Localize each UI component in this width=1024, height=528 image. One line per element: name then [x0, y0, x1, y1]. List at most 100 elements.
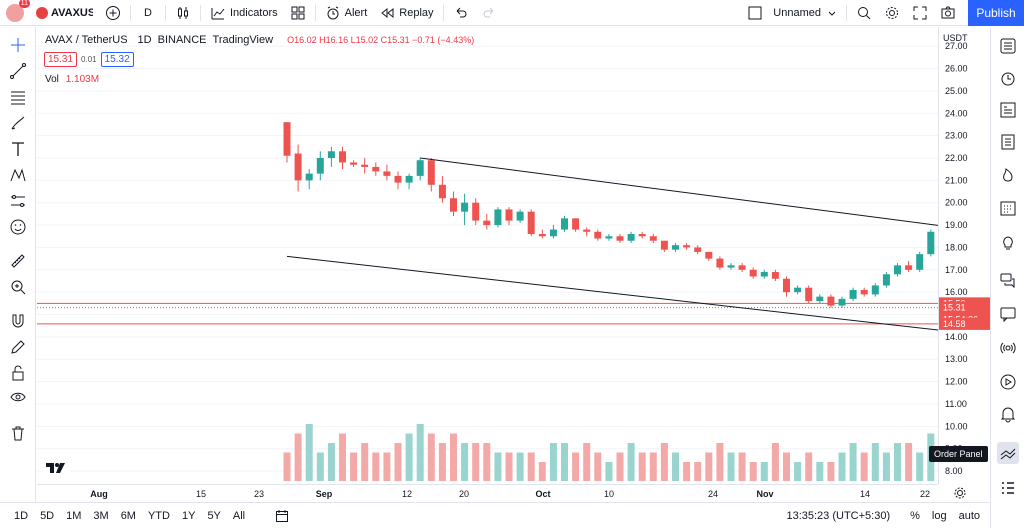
chart-pane[interactable]	[37, 27, 1024, 484]
drawing-mode-tool[interactable]	[7, 336, 29, 358]
messages-button[interactable]	[997, 303, 1019, 325]
chats-button[interactable]	[997, 269, 1019, 291]
user-avatar[interactable]: 11	[6, 0, 30, 22]
range-button-ytd[interactable]: YTD	[147, 509, 170, 522]
replay-button[interactable]: Replay	[373, 0, 439, 26]
data-window-button[interactable]	[997, 99, 1019, 121]
undo-button[interactable]	[447, 0, 475, 26]
scale-settings-button[interactable]	[952, 485, 970, 501]
range-button-6m[interactable]: 6M	[120, 509, 136, 522]
streams-button[interactable]	[997, 337, 1019, 359]
search-button[interactable]	[850, 0, 878, 26]
trendline-tool[interactable]	[7, 60, 29, 82]
snapshot-button[interactable]	[934, 0, 962, 26]
range-button-1d[interactable]: 1D	[14, 509, 29, 522]
price-tick-label: 24.00	[945, 108, 968, 118]
buy-price-button[interactable]: 15.32	[100, 52, 134, 67]
redo-button[interactable]	[475, 0, 503, 26]
trading-panel-icon	[1000, 448, 1016, 460]
object-tree-button[interactable]	[997, 477, 1019, 499]
volume-bar	[838, 452, 846, 481]
fire-icon	[1003, 168, 1013, 182]
volume-bar	[660, 443, 668, 481]
sell-price-button[interactable]: 15.31	[44, 52, 78, 67]
notifications-button[interactable]	[997, 403, 1019, 425]
time-scale[interactable]: Aug 15 23 Sep 12 20 Oct 10 24 Nov 14 22	[37, 484, 938, 502]
fullscreen-button[interactable]	[906, 0, 934, 26]
indicators-button[interactable]: Indicators	[204, 0, 284, 26]
log-toggle[interactable]: log	[931, 509, 947, 522]
brush-tool[interactable]	[7, 112, 29, 134]
measure-tool[interactable]	[7, 250, 29, 272]
candle-body	[505, 209, 513, 221]
candle-body	[350, 162, 358, 165]
volume-bar	[461, 443, 469, 481]
auto-toggle[interactable]: auto	[958, 509, 980, 522]
alerts-button[interactable]	[997, 67, 1019, 89]
magnet-tool[interactable]	[7, 310, 29, 332]
clock-timezone[interactable]: 13:35:23 (UTC+5:30)	[786, 509, 891, 522]
settings-button[interactable]	[878, 0, 906, 26]
candlestick-chart[interactable]	[37, 27, 1024, 484]
hotlist-fire-button[interactable]	[997, 163, 1019, 185]
candle-body	[927, 231, 935, 255]
remove-tool[interactable]	[7, 422, 29, 444]
date-range-group: 1D 5D 1M 3M 6M YTD 1Y 5Y All	[8, 510, 251, 522]
ideas-button[interactable]	[997, 231, 1019, 253]
candle-body	[294, 153, 302, 181]
pattern-tool[interactable]	[7, 164, 29, 186]
hotlists-button[interactable]	[997, 131, 1019, 153]
candle-body	[849, 289, 857, 299]
price-scale[interactable]: USDT 27.00 26.00 25.00 24.00 23.00 22.00 21.00 2…	[938, 27, 991, 484]
layout-menu[interactable]: Unnamed	[741, 0, 843, 26]
volume-bar	[383, 452, 391, 481]
time-scale-svg: Aug 15 23 Sep 12 20 Oct 10 24 Nov 14 22	[90, 489, 930, 499]
volume-bar	[616, 452, 624, 481]
candle-body	[305, 173, 313, 181]
prediction-tool[interactable]	[7, 190, 29, 212]
range-button-1y[interactable]: 1Y	[181, 509, 196, 522]
time-tick-label: 10	[604, 489, 614, 499]
goto-date-button[interactable]	[275, 509, 289, 523]
price-tick-label: 10.00	[945, 421, 968, 431]
range-button-5d[interactable]: 5D	[40, 509, 55, 522]
lock-tool[interactable]	[7, 362, 29, 384]
brush-icon	[11, 116, 25, 130]
order-panel-button[interactable]	[997, 442, 1019, 464]
watchlist-button[interactable]	[997, 35, 1019, 57]
candle-body	[383, 171, 391, 176]
range-button-3m[interactable]: 3M	[93, 509, 109, 522]
chart-type-button[interactable]	[169, 0, 197, 26]
live-button[interactable]	[997, 371, 1019, 393]
alert-button[interactable]: Alert	[319, 0, 374, 26]
price-tick-label: 26.00	[945, 64, 968, 74]
search-icon	[858, 6, 871, 19]
templates-button[interactable]	[284, 0, 312, 26]
compare-button[interactable]	[99, 0, 127, 26]
candle-body	[605, 236, 613, 239]
range-button-5y[interactable]: 5Y	[207, 509, 221, 522]
calendar-button[interactable]	[997, 197, 1019, 219]
publish-button[interactable]: Publish	[968, 0, 1024, 26]
time-tick-label: Sep	[316, 489, 333, 499]
interval-button[interactable]: D	[144, 6, 152, 19]
zoom-tool[interactable]	[7, 276, 29, 298]
visibility-tool[interactable]	[7, 386, 29, 408]
tradingview-logo[interactable]	[42, 456, 70, 478]
volume-value: 1.103M	[65, 74, 100, 85]
fib-tool[interactable]	[7, 86, 29, 108]
icons-tool[interactable]	[7, 216, 29, 238]
price-scale-currency: USDT	[943, 33, 968, 43]
legend-pair[interactable]: AVAX / TetherUS	[45, 34, 128, 46]
candle-body	[472, 202, 480, 221]
crosshair-tool[interactable]	[7, 34, 29, 56]
candle-body	[361, 164, 369, 167]
range-button-all[interactable]: All	[232, 509, 246, 522]
text-tool[interactable]	[7, 138, 29, 160]
time-tick-label: 24	[708, 489, 718, 499]
range-button-1m[interactable]: 1M	[66, 509, 82, 522]
trash-icon	[12, 426, 24, 441]
grid-icon	[291, 6, 305, 19]
percent-toggle[interactable]: %	[910, 509, 920, 522]
